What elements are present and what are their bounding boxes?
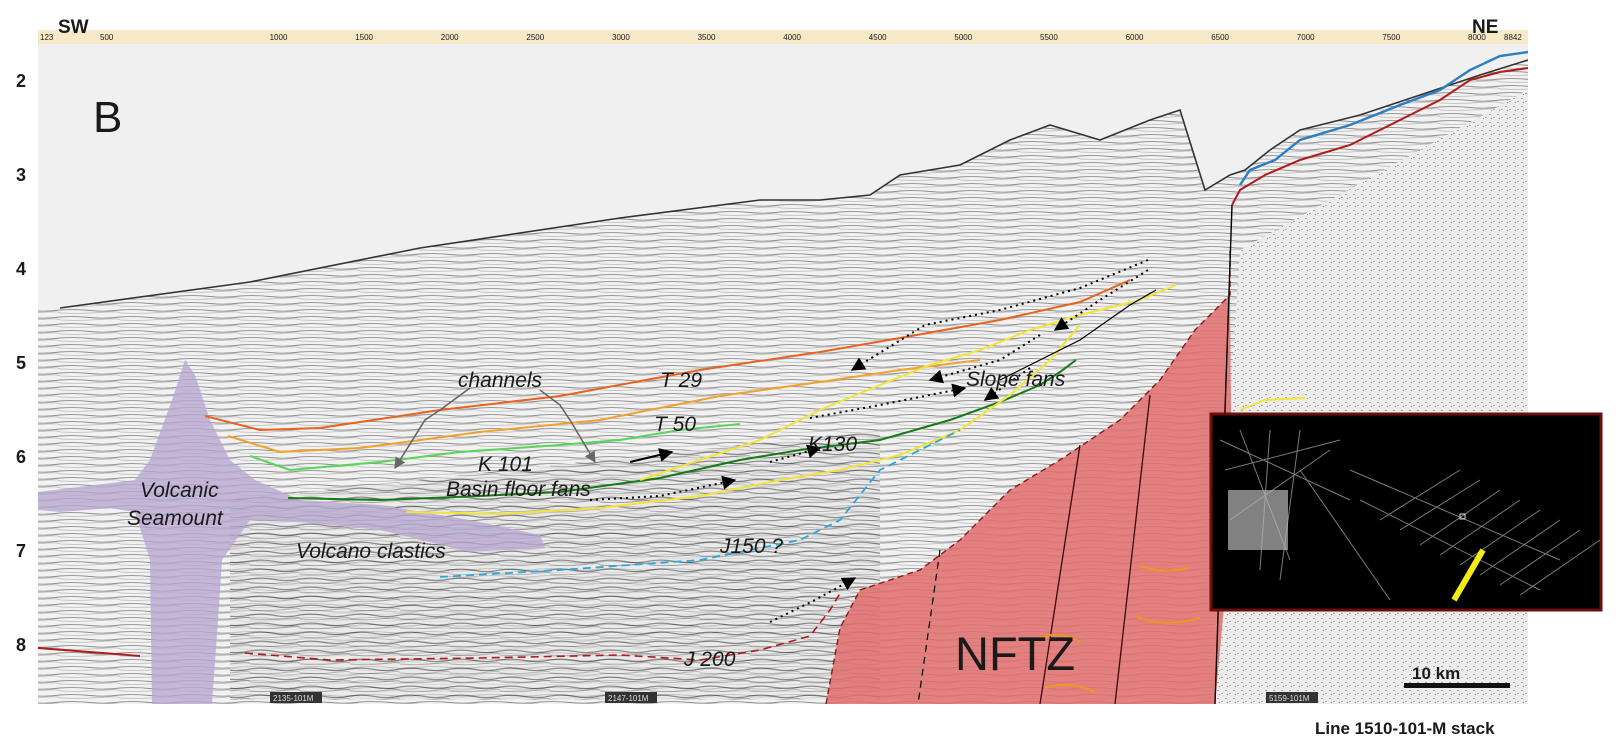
orientation-sw: SW bbox=[58, 17, 89, 38]
arrow-dotted-6 bbox=[769, 444, 822, 463]
fault-3 bbox=[1114, 394, 1151, 705]
cdp-tick-label: 2000 bbox=[441, 33, 459, 42]
cdp-last-label: 8842 bbox=[1504, 33, 1522, 42]
label-t29: T 29 bbox=[660, 369, 702, 392]
line-tag-3: 5159-101M bbox=[1269, 694, 1310, 703]
cdp-tick-label: 3500 bbox=[698, 33, 716, 42]
nftz-arc-2 bbox=[1044, 683, 1096, 693]
depth-tick-label: 2 bbox=[16, 71, 26, 91]
horizon-sw-red bbox=[37, 647, 141, 657]
nftz-boundary-dashed bbox=[825, 250, 1231, 705]
label-nftz: NFTZ bbox=[955, 627, 1075, 680]
line-tag-3-box bbox=[1266, 692, 1318, 703]
locator-dense-survey bbox=[1228, 490, 1288, 550]
label-j200: J 200 bbox=[683, 648, 736, 671]
scale-bar bbox=[1404, 683, 1510, 688]
horizon-t29 bbox=[204, 279, 1131, 432]
cdp-tick-label: 6500 bbox=[1211, 33, 1229, 42]
arrow-dotted-7 bbox=[589, 475, 737, 501]
nftz-zone bbox=[826, 295, 1232, 704]
depth-tick-labels: 2 3 4 5 6 7 8 bbox=[16, 71, 26, 655]
cdp-tick-label: 4000 bbox=[783, 33, 801, 42]
orientation-ne: NE bbox=[1472, 17, 1498, 38]
cdp-tick-label: 7000 bbox=[1297, 33, 1315, 42]
cdp-tick-labels: 500 1000 1500 2000 2500 3000 3500 4000 4500 5000 5… bbox=[100, 33, 1486, 42]
label-basin-floor-fans: Basin floor fans bbox=[446, 478, 591, 501]
horizon-j150 bbox=[439, 429, 961, 578]
scale-bar-label: 10 km bbox=[1412, 664, 1460, 683]
figure-caption: Line 1510-101-M stack bbox=[1315, 719, 1495, 738]
cdp-tick-label: 8000 bbox=[1468, 33, 1486, 42]
depth-tick-label: 7 bbox=[16, 541, 26, 561]
nftz-arc-1 bbox=[1039, 633, 1081, 643]
locator-line-marker bbox=[1451, 548, 1486, 602]
horizon-seafloor-red bbox=[1231, 67, 1529, 206]
channel-arrow-left bbox=[394, 387, 471, 469]
horizon-black-segment bbox=[999, 289, 1157, 381]
arrow-dotted-2 bbox=[1053, 269, 1149, 331]
cdp-tick-label: 500 bbox=[100, 33, 114, 42]
horizon-yellow-ne bbox=[1239, 397, 1306, 411]
cdp-tick-label: 1000 bbox=[270, 33, 288, 42]
cdp-tick-label: 7500 bbox=[1382, 33, 1400, 42]
horizon-j200 bbox=[244, 589, 843, 661]
cdp-tick-label: 5500 bbox=[1040, 33, 1058, 42]
cdp-tick-label: 2500 bbox=[526, 33, 544, 42]
label-volcanic: Volcanic bbox=[140, 479, 219, 502]
deep-reflectors bbox=[230, 430, 880, 700]
depth-tick-label: 5 bbox=[16, 353, 26, 373]
locator-map-inset bbox=[1209, 412, 1603, 612]
label-volcano-clastics: Volcano clastics bbox=[296, 540, 446, 563]
horizon-k130 bbox=[287, 359, 1077, 502]
seafloor-reflector bbox=[59, 59, 1529, 309]
cdp-tick-label: 5000 bbox=[954, 33, 972, 42]
line-tag-1-box bbox=[270, 692, 322, 703]
depth-tick-label: 3 bbox=[16, 165, 26, 185]
cdp-tick-label: 4500 bbox=[869, 33, 887, 42]
volcanic-seamount-body bbox=[38, 360, 545, 704]
label-t50: T 50 bbox=[654, 413, 696, 436]
depth-tick-label: 6 bbox=[16, 447, 26, 467]
horizon-t50 bbox=[227, 359, 981, 454]
panel-letter: B bbox=[93, 93, 122, 142]
label-seamount: Seamount bbox=[127, 507, 224, 530]
line-tag-2-box bbox=[605, 692, 657, 703]
horizon-basin-floor bbox=[405, 324, 1081, 516]
line-tag-2: 2147-101M bbox=[608, 694, 649, 703]
depth-tick-label: 4 bbox=[16, 259, 26, 279]
fault-dashed bbox=[917, 549, 941, 705]
label-k101: K 101 bbox=[478, 453, 533, 476]
cdp-first-label: 123 bbox=[40, 33, 54, 42]
fault-2 bbox=[1039, 444, 1081, 705]
nftz-arc-4 bbox=[1134, 615, 1201, 624]
label-k130: K130 bbox=[808, 433, 857, 456]
nftz-arc-3 bbox=[1139, 565, 1191, 572]
cdp-tick-label: 1500 bbox=[355, 33, 373, 42]
arrow-dotted-1 bbox=[850, 259, 1149, 371]
label-j150: J150 ? bbox=[719, 535, 783, 558]
horizon-k101-upper bbox=[249, 423, 741, 472]
arrow-solid-1 bbox=[629, 448, 674, 463]
cdp-tick-label: 3000 bbox=[612, 33, 630, 42]
locator-point bbox=[1459, 513, 1466, 520]
depth-tick-label: 8 bbox=[16, 635, 26, 655]
channel-arrow-right bbox=[539, 389, 596, 463]
horizon-seafloor-blue bbox=[1239, 50, 1529, 186]
label-slope-fans: Slope fans bbox=[966, 368, 1066, 391]
horizon-slope-fans bbox=[639, 284, 1177, 481]
water-column bbox=[38, 44, 1528, 310]
line-tag-1: 2135-101M bbox=[273, 694, 314, 703]
label-channels: channels bbox=[458, 369, 543, 392]
cdp-tick-label: 6000 bbox=[1126, 33, 1144, 42]
cdp-axis-strip bbox=[38, 30, 1528, 44]
